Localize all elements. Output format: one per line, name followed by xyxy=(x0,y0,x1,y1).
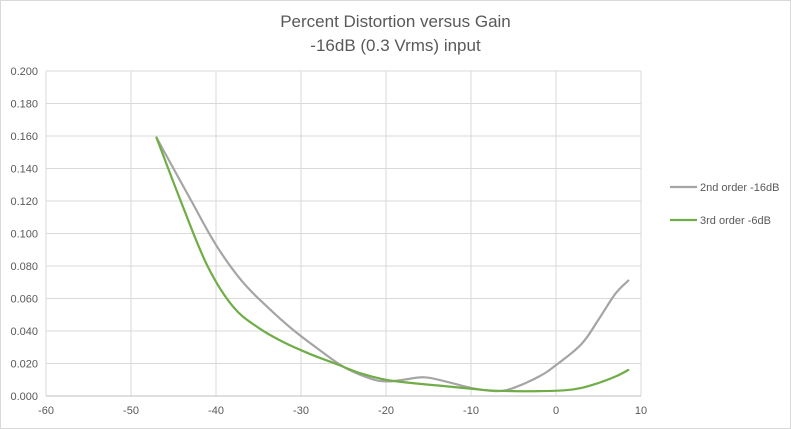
y-tick-label: 0.180 xyxy=(10,99,38,111)
chart-title-block: Percent Distortion versus Gain -16dB (0.… xyxy=(0,10,791,58)
axes: 0.000 0.020 0.040 0.060 0.080 0.100 0.120 0.140… xyxy=(10,66,647,417)
series-lines xyxy=(155,136,630,393)
chart-subtitle: -16dB (0.3 Vrms) input xyxy=(310,36,481,55)
y-tick-label: 0.060 xyxy=(10,294,38,306)
y-tick-label: 0.100 xyxy=(10,229,38,241)
y-tick-label: 0.040 xyxy=(10,326,38,338)
y-tick-label: 0.080 xyxy=(10,261,38,273)
legend: 2nd order -16dB 3rd order -6dB xyxy=(670,182,780,227)
y-tick-label: 0.120 xyxy=(10,196,38,208)
x-tick-label: -50 xyxy=(123,405,139,417)
legend-label-3rd-order-6db: 3rd order -6dB xyxy=(700,215,771,227)
x-tick-label: -20 xyxy=(378,405,394,417)
y-tick-label: 0.020 xyxy=(10,359,38,371)
legend-label-2nd-order-16db: 2nd order -16dB xyxy=(700,182,780,194)
x-tick-label: 0 xyxy=(553,405,559,417)
y-tick-label: 0.000 xyxy=(10,391,38,403)
series-line-2nd-order-16db xyxy=(155,136,630,393)
y-tick-label: 0.160 xyxy=(10,131,38,143)
x-tick-label: -10 xyxy=(463,405,479,417)
series-line-3rd-order-6db xyxy=(155,136,630,393)
y-tick-label: 0.140 xyxy=(10,164,38,176)
x-tick-label: -30 xyxy=(293,405,309,417)
gridlines xyxy=(46,70,642,396)
y-tick-label: 0.200 xyxy=(10,66,38,78)
x-tick-label: -40 xyxy=(208,405,224,417)
chart-title: Percent Distortion versus Gain xyxy=(280,12,511,31)
x-tick-label: 10 xyxy=(635,405,647,417)
x-tick-label: -60 xyxy=(38,405,54,417)
